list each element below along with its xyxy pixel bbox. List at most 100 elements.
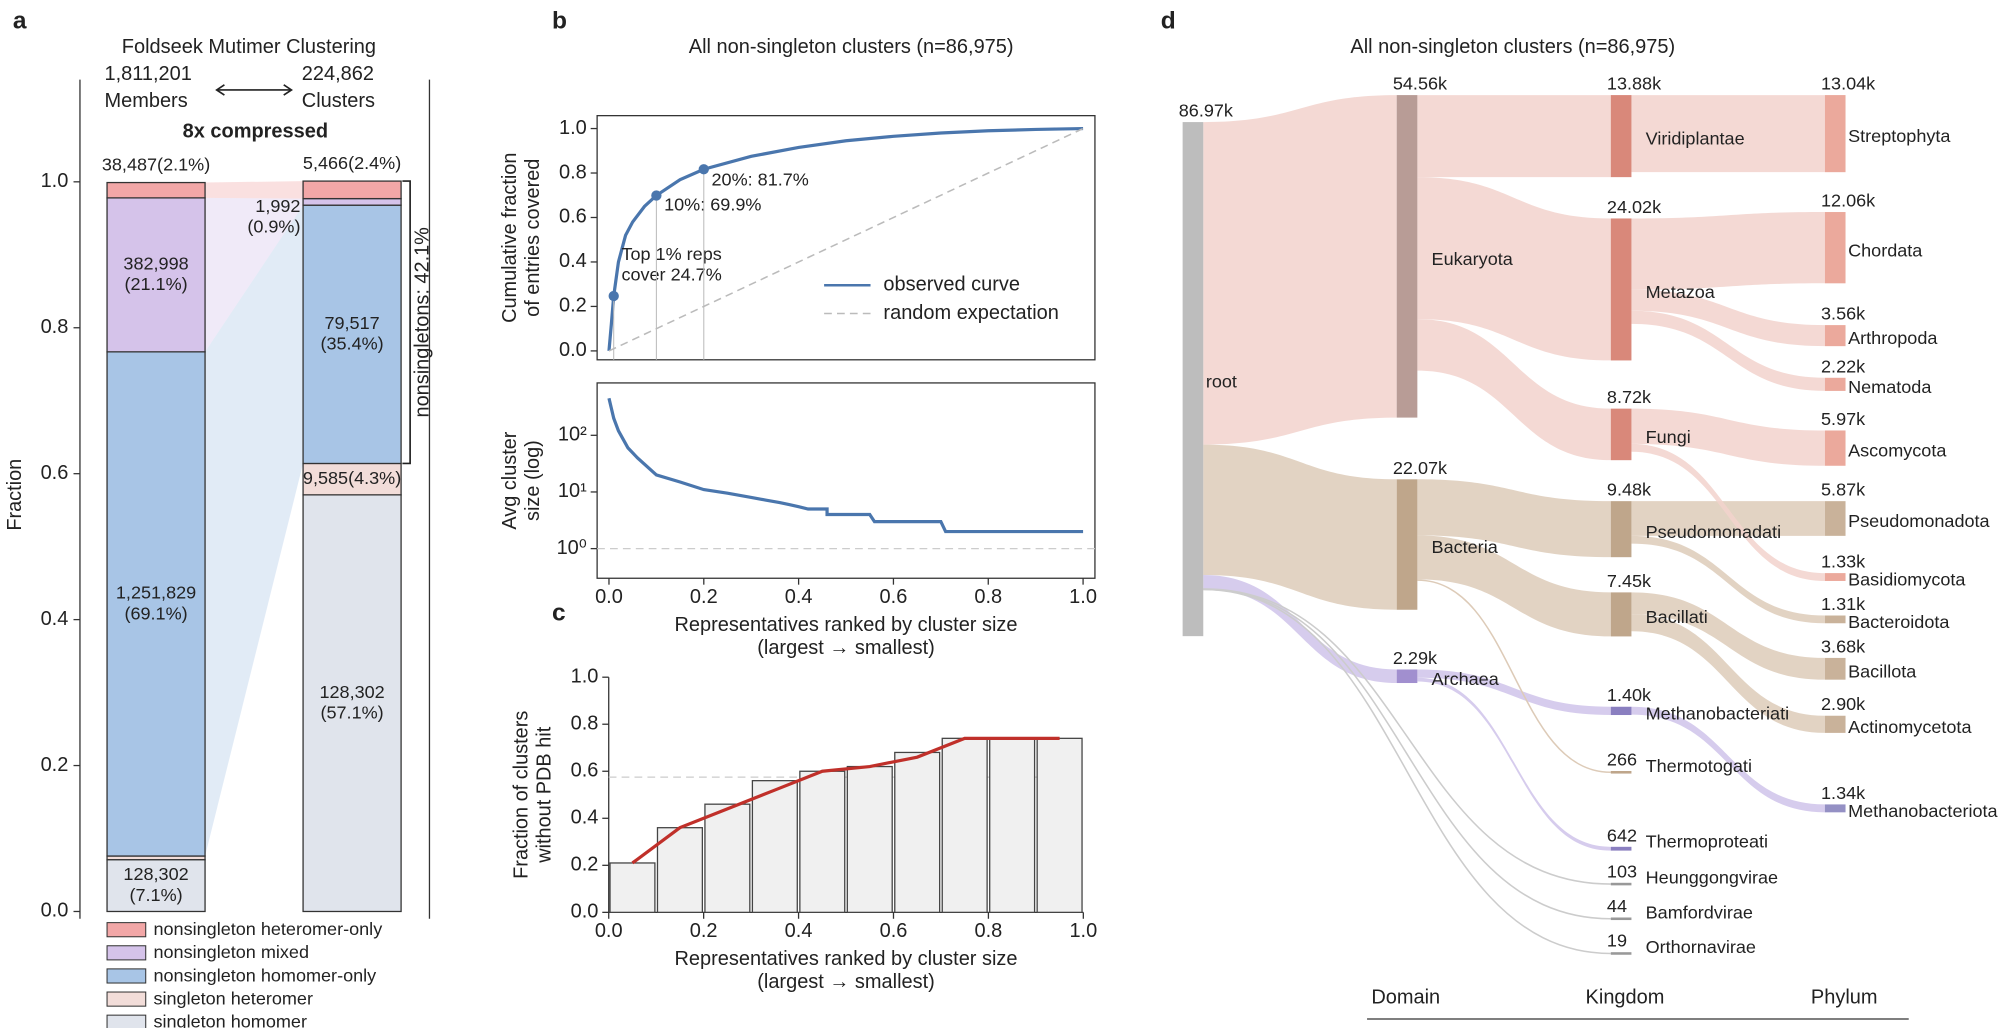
- flow-link: [1631, 408, 1825, 466]
- flow-link: [1203, 95, 1397, 445]
- y-tick-label: 0.4: [41, 608, 69, 630]
- panel-letter: b: [552, 7, 567, 34]
- column-label: Domain: [1371, 987, 1440, 1009]
- histogram-bar: [1036, 737, 1083, 913]
- sankey-node: [1610, 218, 1632, 361]
- sankey-node: [1610, 846, 1632, 851]
- node-value: 12.06k: [1821, 191, 1876, 211]
- total-label: 1,811,201: [104, 63, 191, 85]
- annotation-point: [608, 290, 619, 302]
- node-label: root: [1206, 372, 1237, 392]
- y-tick-label: 0.0: [559, 339, 587, 361]
- node-label: Thermotogati: [1646, 756, 1752, 776]
- node-label: Heunggongvirae: [1646, 868, 1778, 888]
- bar-segment: [106, 181, 206, 199]
- node-label: Bacteroidota: [1848, 612, 1950, 632]
- value-label: 128,302 (7.1%): [123, 864, 188, 905]
- sankey-node: [1824, 430, 1846, 466]
- y-axis-label: Avg clustersize (log): [499, 431, 544, 529]
- histogram-bar: [894, 751, 941, 913]
- x-axis-label: Representatives ranked by cluster size (l…: [674, 614, 1017, 659]
- legend-label: observed curve: [883, 274, 1020, 296]
- node-label: Nematoda: [1848, 377, 1932, 397]
- annotation: Top 1% reps cover 24.7%: [621, 244, 721, 285]
- category-label: Clusters: [302, 90, 375, 112]
- y-tick-label: 0.8: [559, 161, 587, 183]
- flow-band: [205, 197, 304, 352]
- double-arrow: [215, 84, 293, 96]
- y-tick-label: 1.0: [559, 117, 587, 139]
- node-value: 2.22k: [1821, 356, 1866, 376]
- legend-swatch: [106, 968, 147, 984]
- y-tick-label: 0.8: [571, 713, 599, 735]
- node-value: 1.34k: [1821, 783, 1866, 803]
- y-axis-label: Fraction: [4, 459, 26, 531]
- chart-title: All non-singleton clusters (n=86,975): [689, 36, 1014, 58]
- x-tick-label: 0.6: [880, 920, 908, 942]
- x-axis-label: Representatives ranked by cluster size (l…: [674, 948, 1017, 993]
- flow-link: [1417, 677, 1611, 851]
- sankey-node: [1824, 573, 1846, 581]
- flow-link: [1631, 95, 1825, 173]
- flow-link: [1417, 177, 1611, 361]
- flow-link: [1631, 443, 1825, 581]
- x-tick-label: 0.2: [690, 586, 718, 608]
- bar-segment: [302, 462, 402, 496]
- sankey-node: [1182, 122, 1204, 637]
- series-line: [607, 397, 1084, 534]
- y-tick-label: 0.4: [571, 807, 599, 829]
- node-value: 22.07k: [1393, 458, 1448, 478]
- histogram-bar: [799, 770, 846, 913]
- y-tick-label: 10¹: [558, 480, 587, 502]
- flow-link: [1203, 575, 1397, 684]
- node-label: Chordata: [1848, 240, 1923, 260]
- sankey-node: [1610, 706, 1632, 716]
- y-tick-label: 0.2: [41, 754, 69, 776]
- x-tick-label: 0.8: [974, 586, 1002, 608]
- sankey-node: [1824, 95, 1846, 173]
- flow-link: [1631, 706, 1825, 813]
- y-tick-label: 0.6: [41, 462, 69, 484]
- annotation-point: [698, 164, 709, 175]
- value-label: 1,992 (0.9%): [247, 196, 300, 237]
- panel-letter: d: [1161, 7, 1176, 34]
- sankey-node: [1824, 715, 1846, 733]
- node-label: Ascomycota: [1848, 441, 1947, 461]
- node-label: Streptophyta: [1848, 126, 1951, 146]
- bar-segment: [302, 494, 402, 913]
- node-label: Eukaryota: [1432, 249, 1514, 269]
- node-label: Viridiplantae: [1646, 129, 1745, 149]
- node-label: Thermoproteati: [1646, 832, 1768, 852]
- x-tick-label: 0.4: [785, 586, 813, 608]
- histogram-bar: [704, 803, 751, 913]
- node-value: 5.87k: [1821, 480, 1866, 500]
- node-value: 8.72k: [1607, 387, 1652, 407]
- legend-label: singleton heteromer: [153, 989, 313, 1009]
- flow-link: [1203, 588, 1611, 955]
- sankey-node: [1824, 804, 1846, 813]
- histogram-bar: [846, 765, 893, 913]
- node-value: 642: [1607, 825, 1637, 845]
- y-axis-label: Fraction of clusterswithout PDB hit: [511, 711, 556, 879]
- flow-band: [205, 205, 304, 857]
- node-label: Pseudomonadota: [1848, 511, 1990, 531]
- y-tick-label: 0.0: [571, 901, 599, 923]
- x-tick-label: 0.4: [785, 920, 813, 942]
- flow-link: [1203, 588, 1611, 885]
- legend-label: nonsingleton heteromer-only: [153, 919, 382, 939]
- x-tick-label: 1.0: [1069, 586, 1097, 608]
- annotation: 20%: 81.7%: [712, 170, 809, 190]
- value-label: 79,517 (35.4%): [320, 313, 383, 354]
- sankey-node: [1610, 95, 1632, 178]
- sankey-node: [1610, 952, 1632, 955]
- y-tick-label: 0.6: [559, 206, 587, 228]
- node-label: Methanobacteriota: [1848, 801, 1998, 821]
- node-label: Actinomycetota: [1848, 717, 1972, 737]
- y-tick-label: 1.0: [41, 170, 69, 192]
- node-label: Bacillati: [1646, 607, 1708, 627]
- node-label: Archaea: [1432, 669, 1500, 689]
- flow-link: [1417, 579, 1611, 774]
- y-tick-label: 0.2: [559, 295, 587, 317]
- category-label: Members: [104, 90, 187, 112]
- y-tick-label: 0.0: [41, 900, 69, 922]
